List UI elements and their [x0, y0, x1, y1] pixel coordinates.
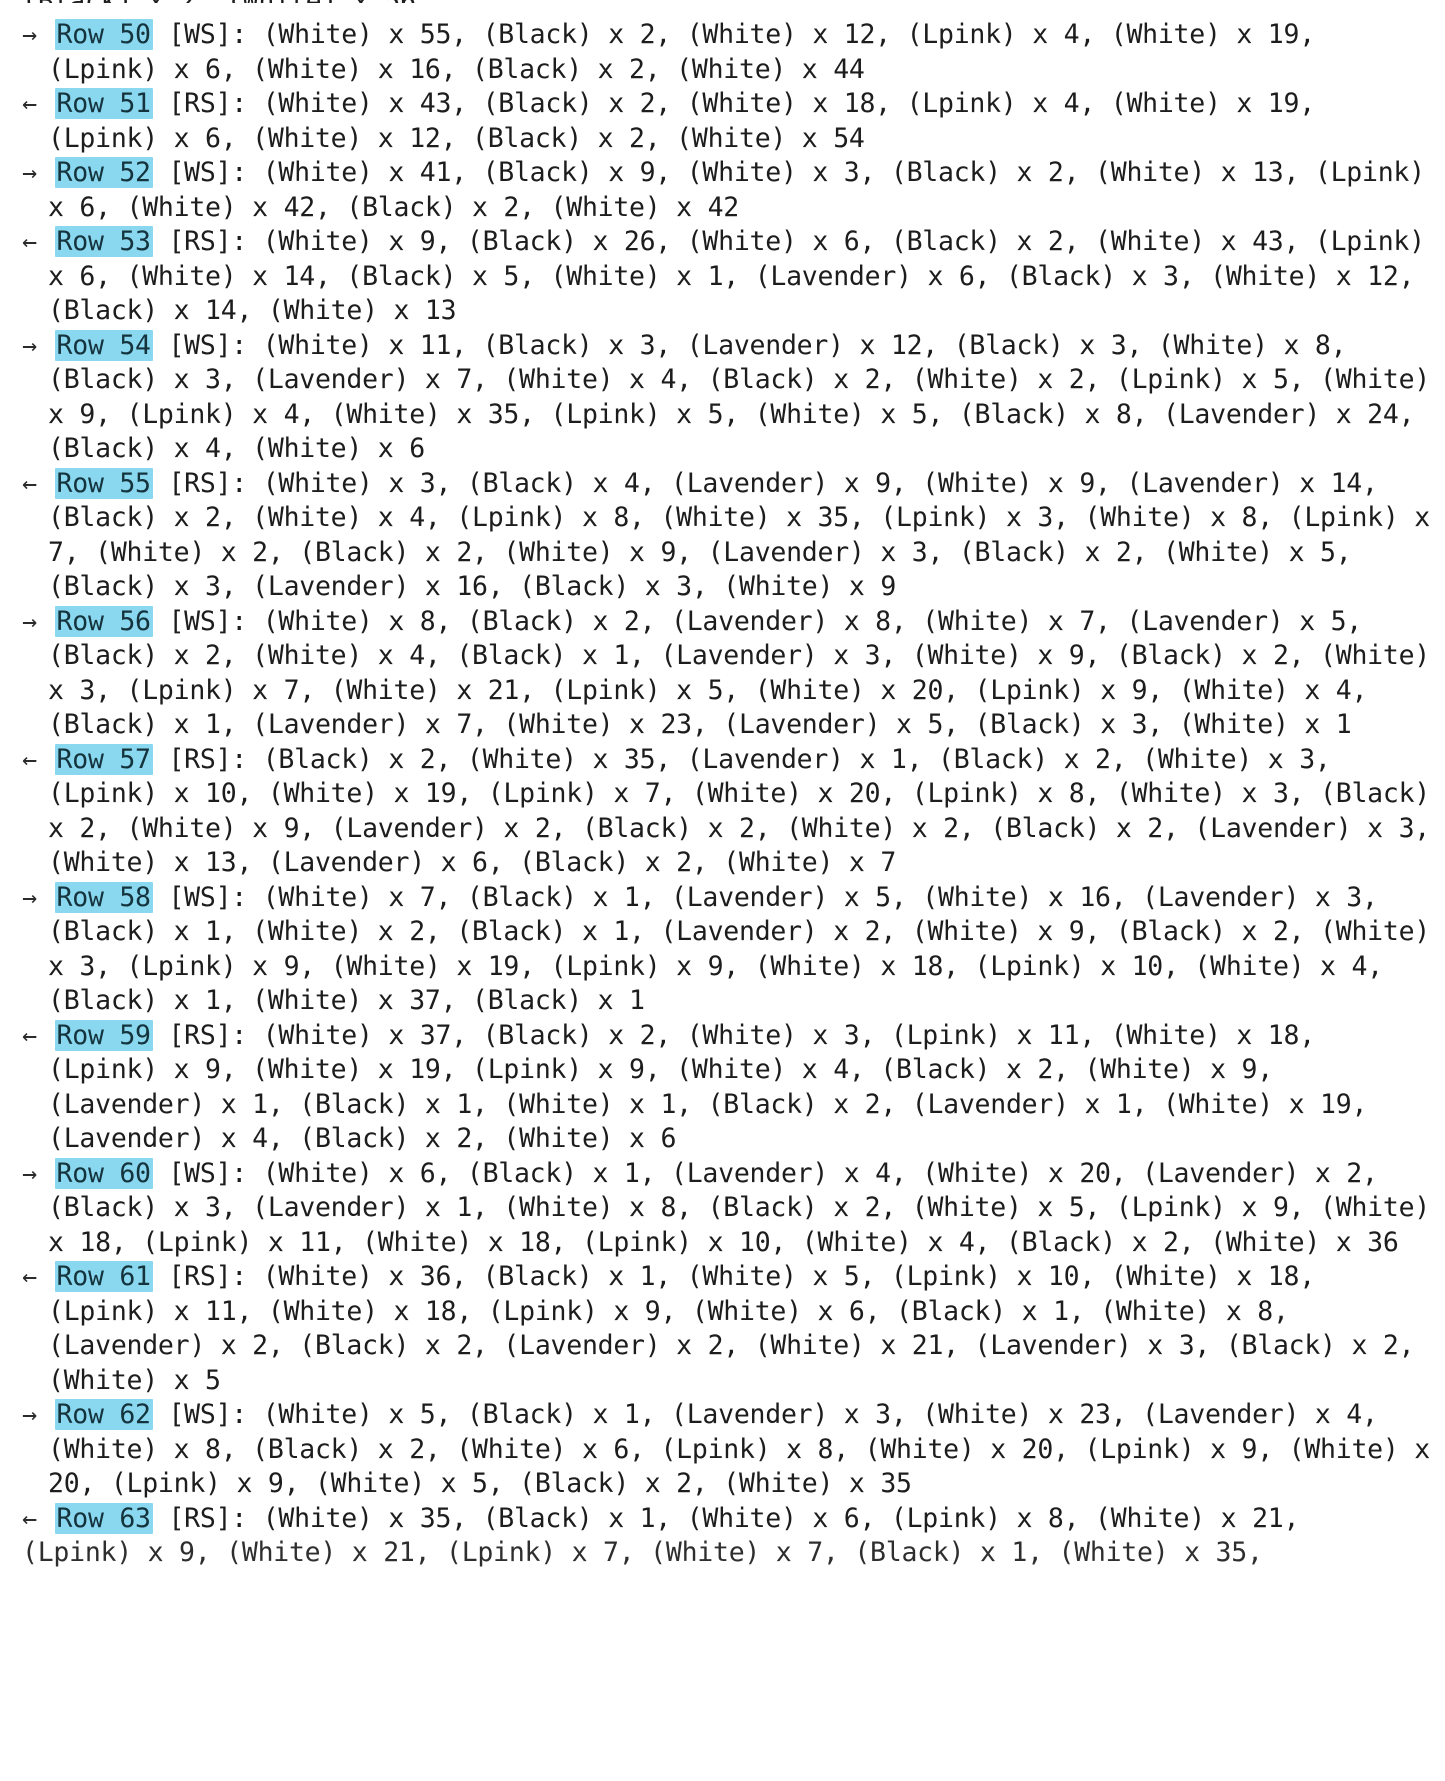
row-side-tag: [WS]: [152, 329, 263, 361]
row-side-tag: [RS]: [152, 467, 263, 499]
direction-right-arrow-icon: → [22, 1158, 37, 1188]
row-side-tag: [RS]: [152, 1502, 263, 1534]
row-color-sequence: (White) x 37, (Black) x 2, (White) x 3, … [48, 1019, 1383, 1155]
row-instruction: → Row 54 [WS]: (White) x 11, (Black) x 3… [22, 329, 1431, 467]
row-instruction: ← Row 55 [RS]: (White) x 3, (Black) x 4,… [22, 467, 1431, 605]
row-color-sequence: (White) x 36, (Black) x 1, (White) x 5, … [48, 1261, 1430, 1396]
row-color-sequence: (White) x 9, (Black) x 26, (White) x 6, … [48, 226, 1441, 326]
row-side-tag: [RS]: [152, 88, 263, 119]
direction-right-arrow-icon: → [22, 606, 37, 636]
row-color-sequence: (White) x 43, (Black) x 2, (White) x 18,… [48, 88, 1331, 154]
row-color-sequence: (White) x 11, (Black) x 3, (Lavender) x … [48, 329, 1445, 465]
row-instruction: → Row 52 [WS]: (White) x 41, (Black) x 9… [22, 156, 1431, 225]
direction-left-arrow-icon: ← [22, 89, 37, 118]
row-instruction: ← Row 51 [RS]: (White) x 43, (Black) x 2… [22, 87, 1431, 156]
row-instruction: → Row 58 [WS]: (White) x 7, (Black) x 1,… [22, 881, 1431, 1019]
direction-left-arrow-icon: ← [22, 1262, 37, 1291]
row-color-sequence: (White) x 55, (Black) x 2, (White) x 12,… [48, 19, 1331, 85]
direction-right-arrow-icon: → [22, 158, 37, 187]
row-color-sequence: (White) x 8, (Black) x 2, (Lavender) x 8… [48, 605, 1445, 741]
row-side-tag: [RS]: [152, 1261, 263, 1292]
row-color-sequence: (White) x 35, (Black) x 1, (White) x 6, … [262, 1502, 1300, 1534]
row-side-tag: [RS]: [152, 226, 263, 257]
row-number-highlight: Row 57 [54, 743, 153, 775]
row-side-tag: [RS]: [152, 1019, 263, 1051]
row-instruction: ← Row 63 [RS]: (White) x 35, (Black) x 1… [22, 1502, 1431, 1537]
row-color-sequence: (Black) x 2, (White) x 35, (Lavender) x … [48, 743, 1445, 879]
row-side-tag: [WS]: [152, 881, 263, 913]
row-number-highlight: Row 56 [54, 605, 153, 637]
row-color-sequence: (White) x 3, (Black) x 4, (Lavender) x 9… [48, 467, 1445, 603]
row-side-tag: [WS]: [152, 1399, 263, 1430]
bottom-partial-line: (Lpink) x 9, (White) x 21, (Lpink) x 7, … [22, 1537, 1263, 1568]
row-number-highlight: Row 63 [54, 1502, 153, 1534]
row-instruction: → Row 50 [WS]: (White) x 55, (Black) x 2… [22, 18, 1431, 87]
row-instruction: ← Row 61 [RS]: (White) x 36, (Black) x 1… [22, 1260, 1431, 1398]
row-side-tag: [WS]: [152, 19, 263, 50]
direction-right-arrow-icon: → [22, 882, 37, 912]
row-color-sequence: (White) x 5, (Black) x 1, (Lavender) x 3… [48, 1399, 1445, 1499]
row-number-highlight: Row 60 [54, 1157, 153, 1189]
direction-left-arrow-icon: ← [22, 227, 37, 256]
row-number-highlight: Row 52 [54, 157, 153, 188]
row-number-highlight: Row 50 [54, 19, 153, 50]
row-side-tag: [WS]: [152, 157, 263, 188]
row-side-tag: [WS]: [152, 1157, 263, 1189]
row-number-highlight: Row 53 [54, 226, 153, 257]
row-instruction: → Row 60 [WS]: (White) x 6, (Black) x 1,… [22, 1157, 1431, 1261]
direction-right-arrow-icon: → [22, 330, 37, 360]
row-instruction: ← Row 57 [RS]: (Black) x 2, (White) x 35… [22, 743, 1431, 881]
row-color-sequence: (White) x 6, (Black) x 1, (Lavender) x 4… [48, 1157, 1445, 1258]
row-number-highlight: Row 62 [54, 1399, 153, 1430]
row-instruction-list: → Row 50 [WS]: (White) x 55, (Black) x 2… [22, 18, 1431, 1536]
row-number-highlight: Row 59 [54, 1019, 153, 1051]
direction-right-arrow-icon: → [22, 20, 37, 49]
row-number-highlight: Row 51 [54, 88, 153, 119]
direction-left-arrow-icon: ← [22, 1503, 37, 1533]
row-color-sequence: (White) x 7, (Black) x 1, (Lavender) x 5… [48, 881, 1445, 1017]
row-instruction: ← Row 59 [RS]: (White) x 37, (Black) x 2… [22, 1019, 1431, 1157]
row-color-sequence: (White) x 41, (Black) x 9, (White) x 3, … [48, 157, 1441, 223]
row-side-tag: [WS]: [152, 605, 263, 637]
direction-left-arrow-icon: ← [22, 1020, 37, 1050]
direction-right-arrow-icon: → [22, 1400, 37, 1429]
row-instruction: ← Row 53 [RS]: (White) x 9, (Black) x 26… [22, 225, 1431, 329]
direction-left-arrow-icon: ← [22, 468, 37, 498]
row-instruction: → Row 62 [WS]: (White) x 5, (Black) x 1,… [22, 1398, 1431, 1502]
row-number-highlight: Row 54 [54, 329, 153, 361]
row-instruction: → Row 56 [WS]: (White) x 8, (Black) x 2,… [22, 605, 1431, 743]
row-number-highlight: Row 58 [54, 881, 153, 913]
row-side-tag: [RS]: [152, 743, 263, 775]
row-number-highlight: Row 61 [54, 1261, 153, 1292]
row-number-highlight: Row 55 [54, 467, 153, 499]
direction-left-arrow-icon: ← [22, 744, 37, 774]
top-partial-line: (Black) x 2, (White) x 56 [22, 0, 1431, 3]
